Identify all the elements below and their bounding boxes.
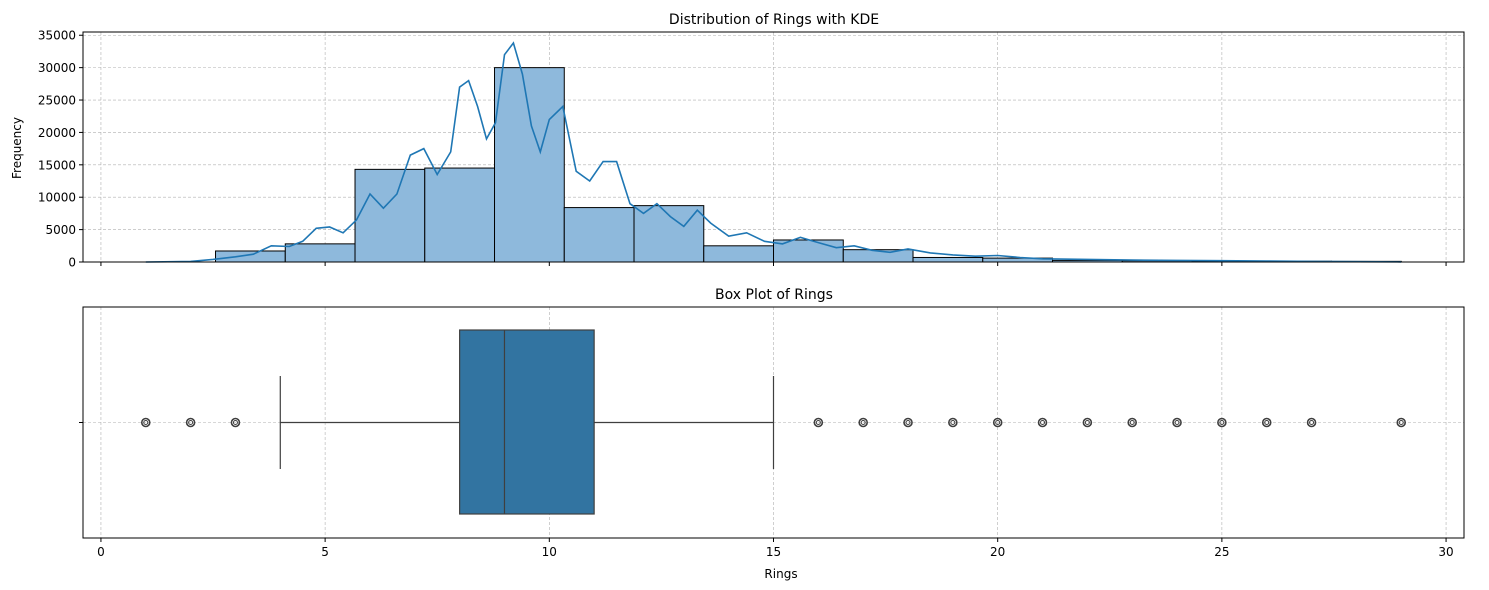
boxplot-outlier-point	[1172, 417, 1182, 428]
histogram-y-ticks: 0 5000 10000 15000 20000 25000 30000 35000	[38, 29, 83, 270]
boxplot-outliers	[140, 417, 1407, 428]
boxplot-outlier-point	[1264, 420, 1270, 425]
boxplot-outlier-point	[948, 417, 958, 428]
histogram-bars	[215, 67, 1402, 263]
histogram-bar	[354, 168, 426, 263]
boxplot-outlier-point	[1217, 417, 1227, 428]
histogram-bar	[424, 167, 496, 263]
boxplot-body	[279, 329, 775, 515]
histogram-bar	[563, 207, 635, 263]
kde-curve	[145, 41, 1402, 263]
boxplot-outlier-point	[1396, 417, 1407, 428]
boxplot-outlier-point	[1040, 420, 1046, 425]
histogram-bar	[912, 256, 984, 263]
boxplot-outlier-point	[1309, 420, 1315, 425]
histogram-y-tick-label: 30000	[38, 61, 76, 75]
histogram-y-tick-label: 5000	[45, 223, 76, 237]
boxplot-outlier-point	[143, 420, 149, 425]
histogram-panel: Distribution of Rings with KDE Frequency…	[10, 12, 1465, 270]
histogram-bar	[703, 245, 775, 263]
boxplot-outlier-point	[1261, 417, 1272, 428]
boxplot-x-tick-label: 0	[97, 545, 105, 559]
boxplot-outlier-point	[1306, 417, 1317, 428]
boxplot-outlier-point	[230, 417, 241, 428]
boxplot-x-tick-label: 10	[542, 545, 557, 559]
boxplot-outlier-point	[992, 417, 1003, 428]
histogram-y-tick-label: 15000	[38, 158, 76, 172]
histogram-y-tick-label: 10000	[38, 191, 76, 205]
boxplot-outlier-point	[858, 417, 868, 428]
boxplot-x-tick-label: 25	[1214, 545, 1229, 559]
boxplot-outlier-point	[950, 420, 956, 425]
boxplot-outlier-point	[185, 417, 196, 428]
boxplot-outlier-point	[903, 417, 913, 428]
boxplot-x-ticks: 0 5 10 15 20 25 30	[97, 538, 1454, 559]
boxplot-x-tick-label: 20	[990, 545, 1005, 559]
boxplot-x-tick-label: 5	[321, 545, 329, 559]
boxplot-panel: Box Plot of Rings 0 5 10 15 20 25 30 Rings	[79, 287, 1465, 581]
boxplot-outlier-point	[1084, 420, 1090, 425]
boxplot-title: Box Plot of Rings	[715, 287, 833, 303]
boxplot-outlier-point	[1127, 417, 1138, 428]
boxplot-x-tick-label: 15	[766, 545, 781, 559]
boxplot-x-tick-label: 30	[1438, 545, 1453, 559]
boxplot-outlier-point	[1129, 420, 1135, 425]
histogram-y-axis-label: Frequency	[10, 117, 24, 179]
histogram-y-tick-label: 20000	[38, 126, 76, 140]
histogram-bar	[494, 67, 565, 263]
histogram-bar	[215, 250, 286, 263]
boxplot-outlier-point	[1398, 420, 1404, 425]
histogram-bar	[284, 243, 356, 263]
boxplot-outlier-point	[1082, 417, 1093, 428]
boxplot-x-axis-label: Rings	[764, 567, 797, 581]
boxplot-outlier-point	[813, 417, 824, 428]
boxplot-outlier-point	[995, 420, 1001, 425]
boxplot-outlier-point	[140, 417, 151, 428]
boxplot-outlier-point	[1219, 420, 1225, 425]
boxplot-outlier-point	[1174, 420, 1180, 425]
boxplot-outlier-point	[905, 420, 911, 425]
boxplot-outlier-point	[860, 420, 866, 425]
boxplot-iqr-box	[459, 329, 595, 515]
histogram-y-tick-label: 35000	[38, 29, 76, 43]
histogram-y-tick-label: 0	[68, 256, 76, 270]
histogram-x-ticks	[100, 262, 1447, 266]
boxplot-outlier-point	[232, 420, 238, 425]
boxplot-outlier-point	[1037, 417, 1048, 428]
boxplot-outlier-point	[188, 420, 194, 425]
boxplot-outlier-point	[815, 420, 821, 425]
histogram-title: Distribution of Rings with KDE	[669, 12, 879, 28]
histogram-y-tick-label: 25000	[38, 94, 76, 108]
histogram-grid	[83, 32, 1464, 263]
